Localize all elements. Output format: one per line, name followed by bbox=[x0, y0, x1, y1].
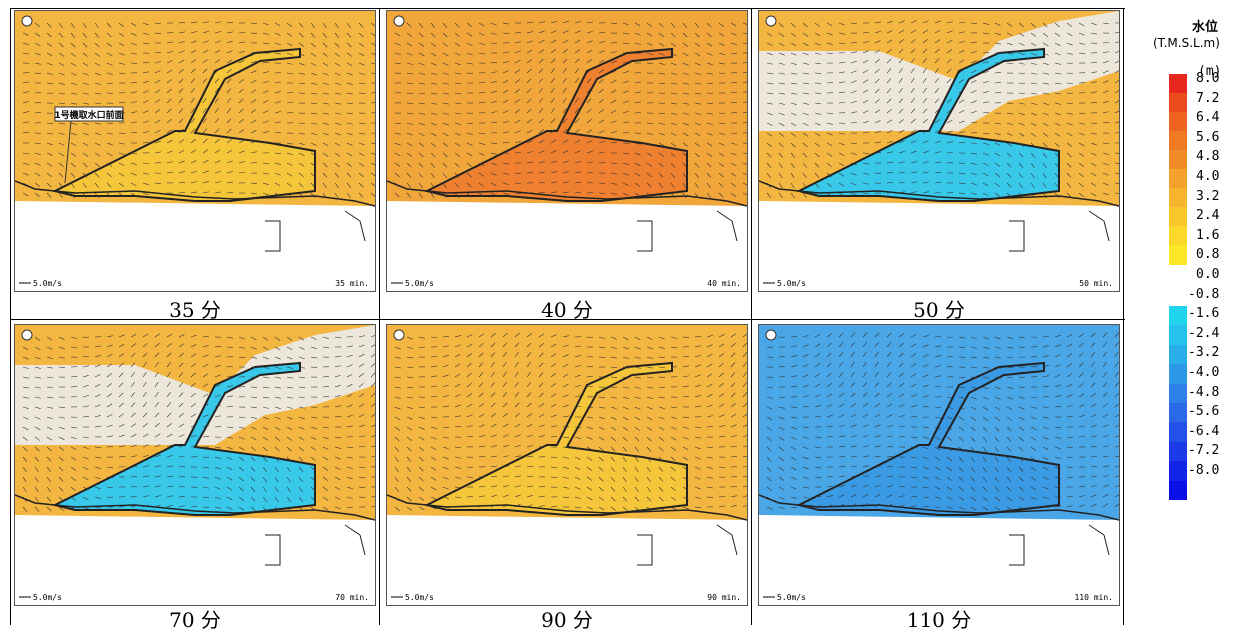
scale-label: 5.0m/s bbox=[405, 279, 434, 288]
caption-70min: 70 分 bbox=[10, 604, 380, 633]
legend-tick-label: 3.2 bbox=[1196, 190, 1219, 203]
legend-swatch bbox=[1169, 384, 1187, 404]
legend-tick-label: 4.0 bbox=[1196, 170, 1219, 183]
legend-tick-label: -0.8 bbox=[1188, 288, 1219, 301]
compass-icon bbox=[394, 16, 404, 26]
land-area bbox=[387, 201, 747, 291]
row-divider bbox=[10, 319, 1125, 320]
scale-label: 5.0m/s bbox=[777, 593, 806, 602]
compass-icon bbox=[766, 16, 776, 26]
legend-swatch bbox=[1169, 422, 1187, 442]
legend-tick-label: -5.6 bbox=[1188, 405, 1219, 418]
legend-tick-label: -7.2 bbox=[1188, 444, 1219, 457]
legend-swatch bbox=[1169, 364, 1187, 384]
flow-map: 5.0m/s 90 min. bbox=[387, 325, 747, 605]
legend-tick-label: 0.8 bbox=[1196, 248, 1219, 261]
land-area bbox=[15, 201, 375, 291]
right-border bbox=[1123, 8, 1124, 625]
map-50min: 5.0m/s 50 min. bbox=[758, 10, 1120, 292]
compass-icon bbox=[394, 330, 404, 340]
compass-icon bbox=[766, 330, 776, 340]
legend-positive-bar bbox=[1169, 74, 1187, 264]
legend-swatch bbox=[1169, 112, 1187, 132]
legend-tick-label: 2.4 bbox=[1196, 209, 1219, 222]
map-35min: 5.0m/s 35 min. 1号機取水口前面 bbox=[14, 10, 376, 292]
legend-swatch bbox=[1169, 150, 1187, 170]
legend-tick-label: -4.0 bbox=[1188, 366, 1219, 379]
legend-swatch bbox=[1169, 461, 1187, 481]
legend-tick-label: 5.6 bbox=[1196, 131, 1219, 144]
flow-map: 5.0m/s 40 min. bbox=[387, 11, 747, 291]
map-90min: 5.0m/s 90 min. bbox=[386, 324, 748, 606]
time-label: 35 min. bbox=[335, 279, 369, 288]
flow-map: 5.0m/s 70 min. bbox=[15, 325, 375, 605]
legend-swatch bbox=[1169, 74, 1187, 94]
caption-110min: 110 分 bbox=[754, 604, 1124, 633]
legend-swatch bbox=[1169, 188, 1187, 208]
compass-icon bbox=[22, 16, 32, 26]
legend-negative-bar bbox=[1169, 306, 1187, 500]
legend-swatch bbox=[1169, 245, 1187, 265]
legend-tick-label: 1.6 bbox=[1196, 229, 1219, 242]
intake-label: 1号機取水口前面 bbox=[54, 109, 123, 121]
left-border bbox=[10, 8, 11, 625]
land-area bbox=[759, 515, 1119, 605]
legend-tick-label: -4.8 bbox=[1188, 386, 1219, 399]
legend-swatch bbox=[1169, 207, 1187, 227]
legend-swatch bbox=[1169, 93, 1187, 113]
legend-swatch bbox=[1169, 131, 1187, 151]
flow-map: 5.0m/s 50 min. bbox=[759, 11, 1119, 291]
scale-label: 5.0m/s bbox=[777, 279, 806, 288]
time-label: 90 min. bbox=[707, 593, 741, 602]
caption-90min: 90 分 bbox=[382, 604, 752, 633]
time-label: 50 min. bbox=[1079, 279, 1113, 288]
legend-swatch bbox=[1169, 226, 1187, 246]
scale-label: 5.0m/s bbox=[33, 279, 62, 288]
legend-tick-label: -2.4 bbox=[1188, 327, 1219, 340]
time-label: 70 min. bbox=[335, 593, 369, 602]
flow-map: 5.0m/s 110 min. bbox=[759, 325, 1119, 605]
col-divider-1 bbox=[379, 8, 380, 625]
legend-tick-label: 8.0 bbox=[1196, 72, 1219, 85]
scale-label: 5.0m/s bbox=[405, 593, 434, 602]
legend-tick-label: 4.8 bbox=[1196, 150, 1219, 163]
legend-tick-label: 6.4 bbox=[1196, 111, 1219, 124]
legend-swatch bbox=[1169, 345, 1187, 365]
legend-swatch bbox=[1169, 325, 1187, 345]
legend-swatch bbox=[1169, 169, 1187, 189]
time-label: 40 min. bbox=[707, 279, 741, 288]
land-area bbox=[15, 515, 375, 605]
legend-title: 水位 bbox=[1192, 16, 1218, 35]
scale-label: 5.0m/s bbox=[33, 593, 62, 602]
legend-tick-label: -3.2 bbox=[1188, 346, 1219, 359]
legend-tick-label: 0.0 bbox=[1196, 268, 1219, 281]
top-border bbox=[10, 8, 1125, 9]
land-area bbox=[759, 201, 1119, 291]
time-label: 110 min. bbox=[1074, 593, 1113, 602]
map-110min: 5.0m/s 110 min. bbox=[758, 324, 1120, 606]
map-40min: 5.0m/s 40 min. bbox=[386, 10, 748, 292]
legend-tick-label: -6.4 bbox=[1188, 425, 1219, 438]
land-area bbox=[387, 515, 747, 605]
legend-swatch bbox=[1169, 481, 1187, 501]
legend-tick-label: -1.6 bbox=[1188, 307, 1219, 320]
legend-swatch bbox=[1169, 442, 1187, 462]
legend-unit: (T.M.S.L.m) bbox=[1153, 36, 1220, 50]
legend-swatch bbox=[1169, 306, 1187, 326]
map-70min: 5.0m/s 70 min. bbox=[14, 324, 376, 606]
legend-swatch bbox=[1169, 403, 1187, 423]
col-divider-2 bbox=[751, 8, 752, 625]
legend-tick-label: 7.2 bbox=[1196, 92, 1219, 105]
compass-icon bbox=[22, 330, 32, 340]
legend-tick-label: -8.0 bbox=[1188, 464, 1219, 477]
flow-map: 5.0m/s 35 min. 1号機取水口前面 bbox=[15, 11, 375, 291]
